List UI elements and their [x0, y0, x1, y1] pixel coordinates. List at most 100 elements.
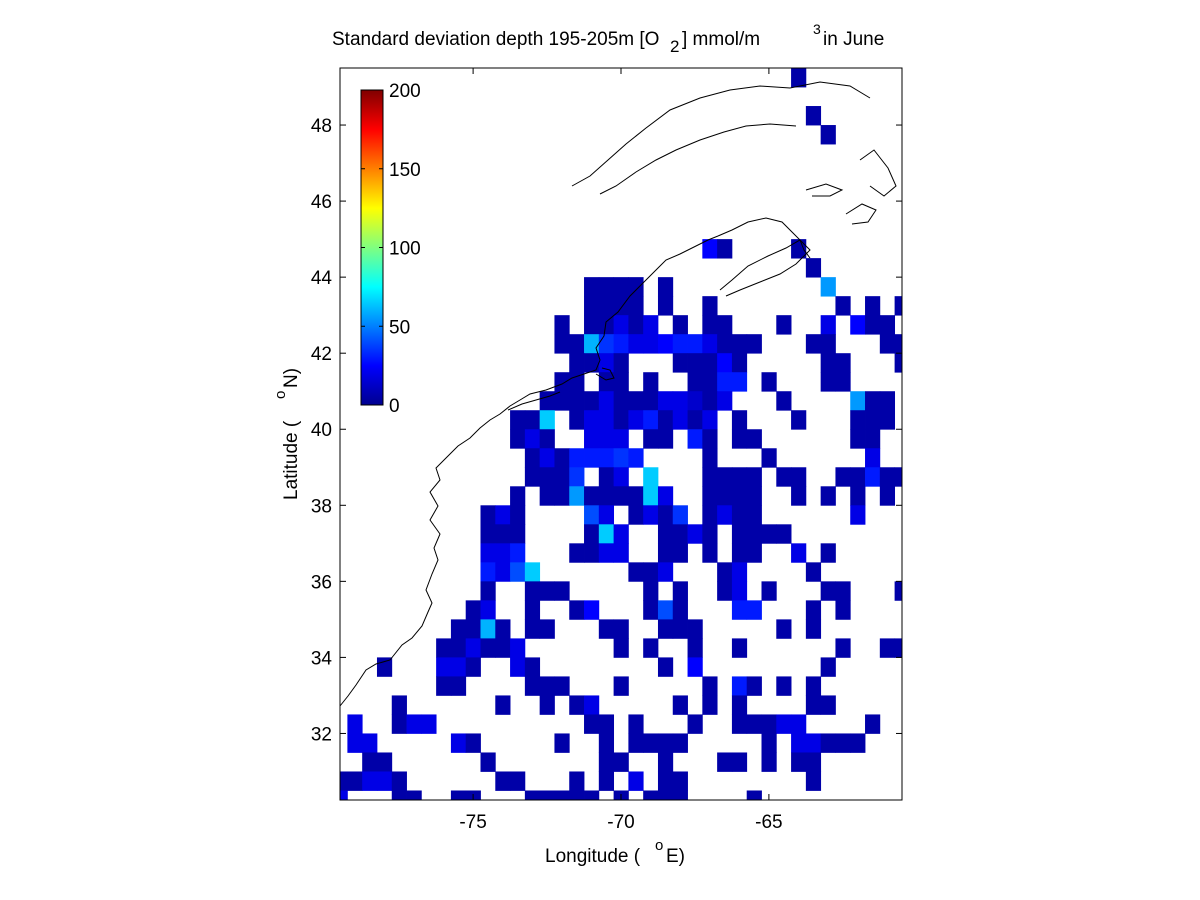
heatmap-cell [628, 486, 644, 506]
heatmap-cell [657, 619, 674, 639]
heatmap-cell [731, 543, 748, 563]
heatmap-cell [702, 676, 718, 696]
heatmap-cell [672, 334, 688, 354]
heatmap-cell [465, 638, 481, 658]
heatmap-cell [510, 429, 526, 449]
heatmap-cell [554, 790, 570, 801]
heatmap-cell [628, 733, 644, 753]
x-tick-label: -70 [607, 812, 634, 833]
heatmap-cell [746, 505, 762, 525]
heatmap-cell [835, 733, 851, 753]
heatmap-cell [584, 353, 600, 373]
heatmap-cell [672, 410, 688, 430]
heatmap-cell [879, 315, 896, 335]
x-tick-label: -65 [755, 812, 782, 833]
heatmap-cell [362, 752, 378, 772]
heatmap-cell [598, 733, 615, 753]
heatmap-cell [850, 391, 866, 411]
heatmap-cell [746, 676, 762, 696]
heatmap-cell [347, 714, 363, 734]
heatmap-cell [805, 619, 822, 639]
heatmap-cell [820, 733, 836, 753]
heatmap-cell [850, 486, 866, 506]
heatmap-cell [657, 391, 674, 411]
colorbar-tick-label: 200 [389, 81, 421, 102]
x-tick-label: -75 [459, 812, 486, 833]
heatmap-cell [776, 315, 792, 335]
colorbar-ticks: 0 50 100 150 200 [361, 81, 421, 417]
heatmap-cell [569, 695, 585, 715]
heatmap-cell [761, 524, 777, 544]
heatmap-cell [731, 505, 748, 525]
heatmap-cell [865, 391, 881, 411]
heatmap-cell [820, 486, 836, 506]
heatmap-cell [672, 391, 688, 411]
heatmap-cell [776, 467, 792, 487]
heatmap-cell [584, 486, 600, 506]
heatmap-cell [865, 467, 881, 487]
heatmap-cell [702, 334, 718, 354]
heatmap-cell [569, 467, 585, 487]
plot-area: -75 -70 -65 32 34 36 38 40 42 44 46 48 [311, 67, 903, 833]
title-main: Standard deviation depth 195-205m [O [332, 29, 659, 50]
heatmap-cell [613, 277, 629, 297]
colorbar-tick-label: 150 [389, 160, 421, 181]
heatmap-cell [643, 467, 659, 487]
heatmap-cell [731, 714, 748, 734]
heatmap-cell [702, 429, 718, 449]
heatmap-cell [879, 486, 896, 506]
heatmap-cell [524, 467, 541, 487]
heatmap-cell [613, 448, 629, 468]
heatmap-cell [554, 391, 570, 411]
heatmap-cell [643, 486, 659, 506]
heatmap-cell [643, 429, 659, 449]
heatmap-cell [598, 543, 615, 563]
heatmap-cell [805, 676, 822, 696]
heatmap-cell [702, 296, 718, 316]
heatmap-cell [731, 581, 748, 601]
heatmap-cell [672, 790, 688, 801]
heatmap-cell [672, 581, 688, 601]
heatmap-cell [643, 334, 659, 354]
heatmap-cell [510, 771, 526, 791]
heatmap-cell [791, 733, 807, 753]
st-lawrence-south-shore [599, 123, 797, 195]
heatmap-cell [820, 334, 836, 354]
heatmap-cell [340, 790, 348, 801]
heatmap-cell [687, 714, 703, 734]
heatmap-cell [894, 467, 903, 487]
heatmap-cell [495, 619, 511, 639]
heatmap-cell [820, 353, 836, 373]
title-superscript: 3 [813, 21, 821, 37]
heatmap-cell [613, 676, 629, 696]
heatmap-cell [465, 600, 481, 620]
heatmap-cell [657, 429, 674, 449]
gulf-of-st-lawrence-shore [717, 217, 811, 259]
heatmap-cell [465, 733, 481, 753]
heatmap-cell [510, 486, 526, 506]
heatmap-cell [805, 752, 822, 772]
long-island [507, 391, 561, 411]
heatmap-cell [835, 353, 851, 373]
heatmap-cell [731, 372, 748, 392]
heatmap-cell [672, 505, 688, 525]
heatmap-cell [450, 619, 467, 639]
y-tick-label: 34 [311, 648, 333, 669]
x-axis-ticks: -75 -70 -65 [459, 68, 783, 833]
y-tick-label: 36 [311, 572, 332, 593]
heatmap-cell [746, 790, 762, 801]
heatmap-cell [628, 714, 644, 734]
y-tick-label: 46 [311, 192, 332, 213]
heatmap-cell [376, 771, 393, 791]
heatmap-cell [865, 296, 881, 316]
heatmap-cell [584, 296, 600, 316]
heatmap-cell [524, 581, 541, 601]
heatmap-cell [613, 467, 629, 487]
heatmap-cell [539, 429, 555, 449]
heatmap-cell [524, 448, 541, 468]
heatmap-cell [746, 467, 762, 487]
xlabel-prefix: Longitude ( [545, 846, 641, 867]
heatmap-cell [702, 372, 718, 392]
heatmap-cell [450, 733, 467, 753]
